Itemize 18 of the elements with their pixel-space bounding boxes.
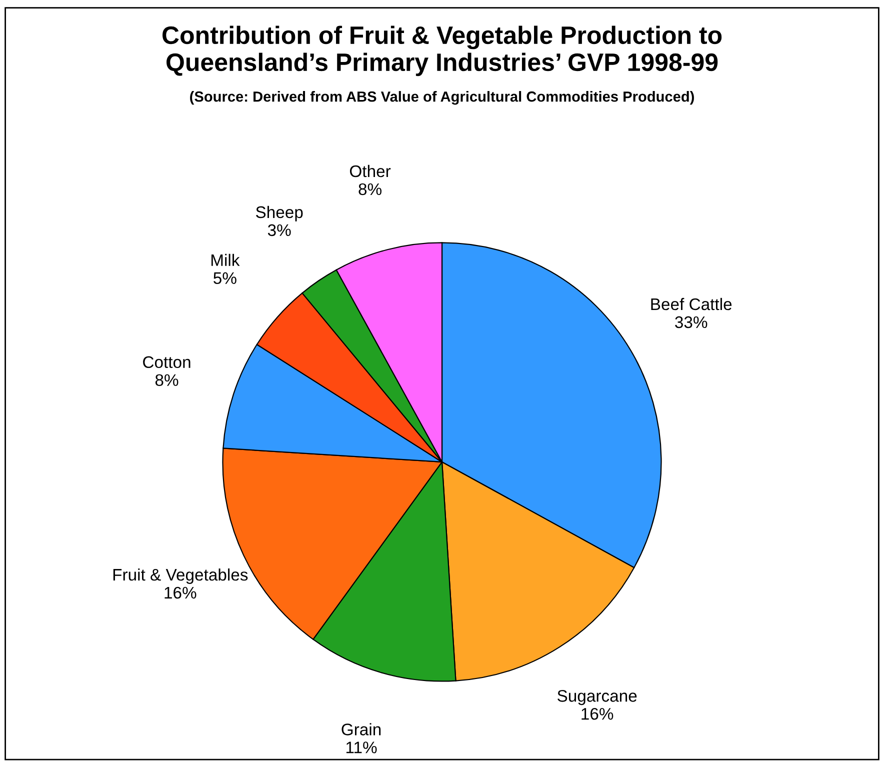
slice-label: Fruit & Vegetables: [113, 568, 248, 584]
slice-label: Other: [350, 164, 391, 178]
slice-label: Sugarcane: [558, 690, 637, 706]
data-label: 8%: [155, 374, 178, 386]
data-label: 8%: [358, 183, 382, 196]
chart-title: Contribution of Fruit & Vegetable Production to Queensland’s Primary Industries’ GVP 1998-99: [162, 26, 722, 76]
slice-label: Milk: [211, 254, 240, 266]
slice-label: Grain: [342, 723, 381, 736]
slice-label: Cotton: [143, 356, 190, 368]
data-label: 11%: [346, 742, 377, 754]
data-label: 33%: [675, 316, 708, 328]
data-label: 5%: [214, 272, 236, 284]
chart-subtitle: (Source: Derived from ABS Value of Agricultural Commodities Produced): [190, 91, 694, 105]
data-label: 16%: [582, 708, 614, 720]
data-label: 16%: [164, 586, 196, 599]
slice-label: Sheep: [256, 206, 303, 222]
data-label: 3%: [268, 224, 291, 236]
slice-label: Beef Cattle: [651, 298, 732, 310]
